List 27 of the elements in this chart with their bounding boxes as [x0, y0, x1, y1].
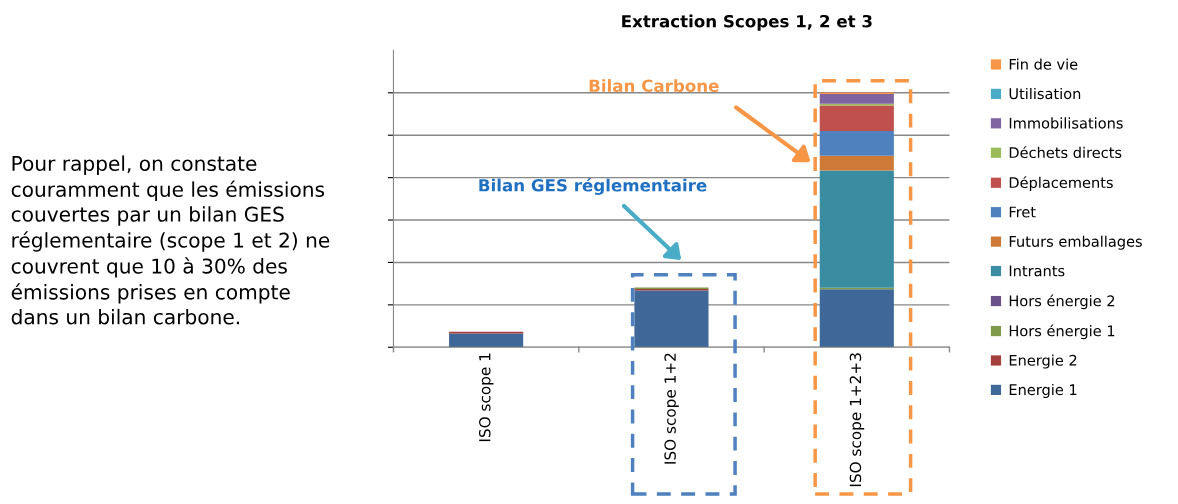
- bar: [449, 333, 524, 348]
- bar: [819, 105, 894, 131]
- legend-label: Déplacements: [1009, 176, 1113, 191]
- legend-label: Fret: [1009, 206, 1036, 218]
- legend-label: Hors énergie 1: [1009, 324, 1115, 340]
- text: Bilan Carbone: [589, 79, 719, 93]
- legend-label: Energie 2: [1009, 354, 1077, 369]
- annotation: Bilan GES réglementaire: [479, 178, 707, 195]
- legend-label: Fin de vie: [1009, 58, 1078, 70]
- bar: [819, 93, 894, 104]
- chart-title: Extraction Scopes 1, 2 et 3: [622, 14, 872, 31]
- legend-label: Energie 1: [1009, 383, 1077, 399]
- bar: [819, 155, 894, 171]
- bar: [819, 289, 894, 348]
- bar: [634, 290, 709, 348]
- x-tick-label: ISO scope 1+2: [664, 353, 679, 464]
- legend-label: Utilisation: [1009, 87, 1081, 100]
- legend-label: Intrants: [1009, 265, 1065, 277]
- x-tick-label: ISO scope 1: [479, 353, 494, 442]
- bar: [819, 170, 894, 288]
- text: Pour rappel, on constate couramment que les émissions couvertes par un bilan GES réglementaire (scope 1 et 2) ne couvrent que 10 à 30% des émissions prises en compte dans un bilan carbone.: [11, 155, 330, 325]
- bar: [819, 130, 894, 156]
- legend-label: Futurs emballages: [1009, 235, 1142, 250]
- legend-label: Immobilisations: [1009, 117, 1123, 129]
- legend-label: Hors énergie 2: [1009, 294, 1115, 310]
- legend-label: Déchets directs: [1009, 146, 1122, 159]
- x-tick-label: ISO scope 1+2+3: [849, 353, 865, 487]
